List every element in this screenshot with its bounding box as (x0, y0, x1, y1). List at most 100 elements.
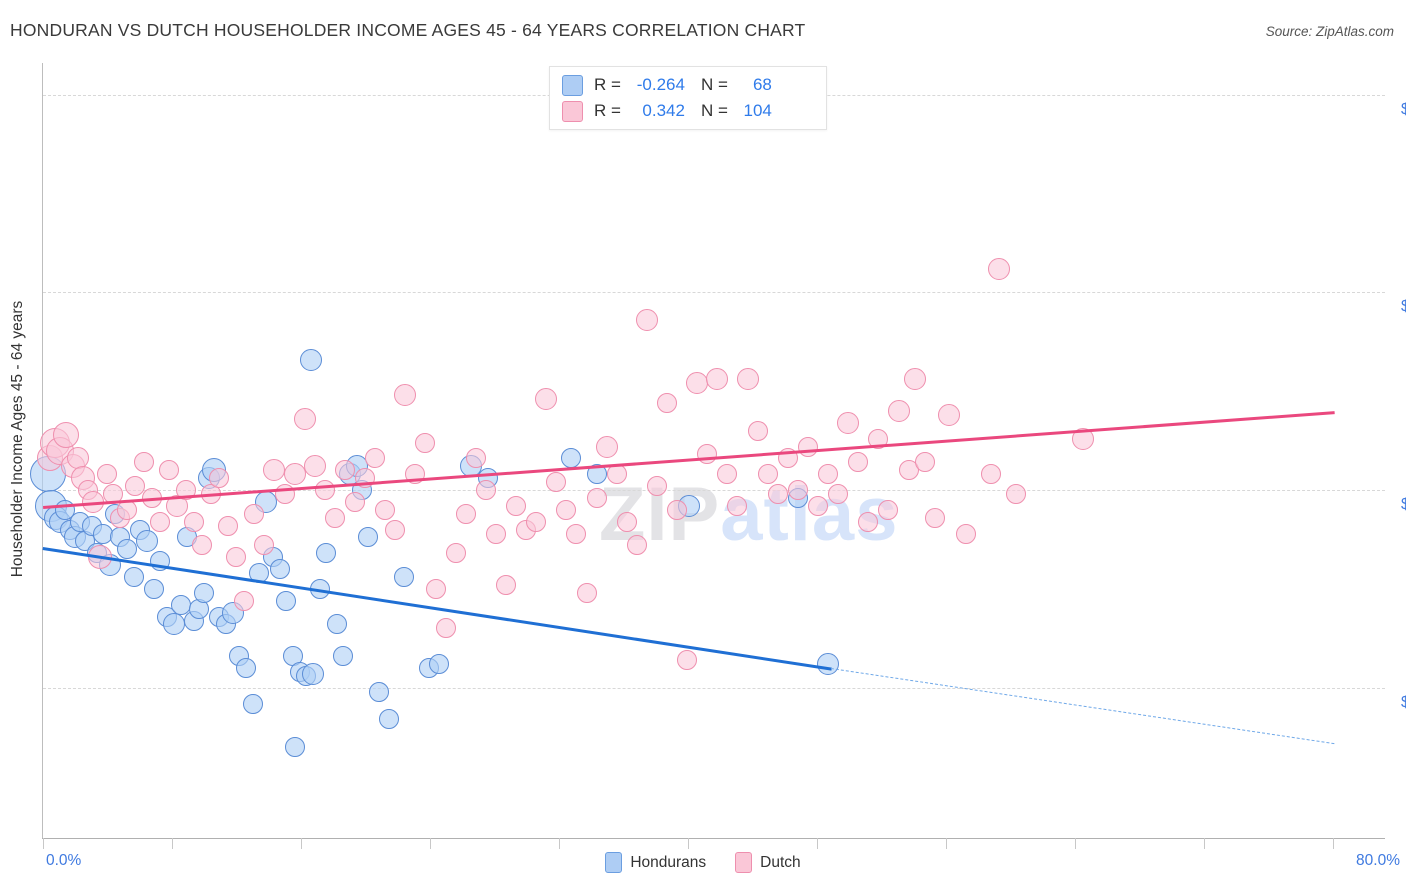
x-axis-tick (817, 838, 819, 849)
data-point-dutch (904, 368, 927, 391)
data-point-hondurans (249, 563, 270, 584)
n-label-hondurans: N = (700, 75, 728, 94)
data-point-dutch (736, 368, 759, 391)
x-axis-min-label: 0.0% (46, 852, 82, 869)
data-point-dutch (485, 523, 506, 544)
x-axis-tick (1075, 838, 1077, 849)
x-axis-tick (1333, 838, 1335, 849)
gridline (43, 687, 1385, 689)
y-axis-tick-label: $150,000 (1401, 298, 1406, 316)
data-point-dutch (667, 499, 688, 520)
data-point-dutch (828, 483, 849, 504)
series-swatch-dutch (735, 852, 753, 873)
data-point-dutch (244, 503, 265, 524)
data-point-dutch (757, 464, 778, 485)
data-point-dutch (697, 444, 718, 465)
data-point-dutch (706, 368, 729, 391)
data-point-dutch (546, 472, 567, 493)
data-point-dutch (82, 490, 105, 513)
data-point-dutch (787, 480, 808, 501)
data-point-hondurans (143, 578, 164, 599)
legend-swatch-dutch (562, 100, 583, 122)
data-point-hondurans (428, 654, 449, 675)
data-point-dutch (868, 428, 889, 449)
n-value-dutch: 104 (743, 101, 772, 120)
data-point-dutch (274, 483, 295, 504)
data-point-hondurans (561, 448, 582, 469)
data-point-hondurans (235, 657, 256, 678)
data-point-hondurans (136, 530, 158, 553)
data-point-dutch (394, 384, 417, 407)
x-axis-tick (43, 838, 44, 849)
y-axis-tick-label: $100,000 (1401, 496, 1406, 514)
legend-swatch-hondurans (562, 74, 583, 96)
data-point-dutch (727, 495, 748, 516)
data-point-dutch (158, 460, 179, 481)
stats-legend-row-dutch: R = 0.342 N = 104 (562, 98, 772, 124)
data-point-hondurans (54, 499, 75, 520)
n-value-hondurans: 68 (752, 75, 772, 94)
data-point-dutch (234, 590, 255, 611)
data-point-dutch (183, 511, 204, 532)
data-point-hondurans (368, 681, 389, 702)
x-axis-line (42, 838, 1385, 839)
data-point-dutch (116, 499, 137, 520)
data-point-hondurans (150, 551, 171, 572)
data-point-dutch (616, 511, 637, 532)
data-point-hondurans (393, 567, 414, 588)
page-title: HONDURAN VS DUTCH HOUSEHOLDER INCOME AGE… (10, 20, 806, 40)
data-point-hondurans (358, 527, 379, 548)
data-point-dutch (848, 452, 869, 473)
data-point-dutch (626, 535, 647, 556)
data-point-dutch (150, 511, 171, 532)
data-point-dutch (283, 463, 306, 486)
r-value-dutch: 0.342 (642, 101, 685, 120)
data-point-dutch (96, 464, 117, 485)
data-point-dutch (192, 535, 213, 556)
data-point-dutch (303, 455, 326, 478)
data-point-dutch (898, 460, 919, 481)
data-point-hondurans (284, 737, 305, 758)
x-axis-tick (946, 838, 948, 849)
data-point-dutch (375, 499, 396, 520)
data-point-dutch (937, 403, 960, 426)
data-point-dutch (88, 545, 113, 570)
data-point-dutch (925, 507, 946, 528)
data-point-dutch (217, 515, 238, 536)
data-point-dutch (334, 460, 355, 481)
data-point-dutch (818, 464, 839, 485)
data-point-dutch (103, 483, 124, 504)
data-point-dutch (314, 480, 335, 501)
stats-legend-row-hondurans: R = -0.264 N = 68 (562, 72, 772, 98)
data-point-dutch (915, 452, 936, 473)
x-axis-tick (1204, 838, 1206, 849)
data-point-hondurans (123, 567, 144, 588)
x-axis-tick (172, 838, 174, 849)
data-point-dutch (576, 582, 597, 603)
data-point-dutch (747, 420, 768, 441)
stats-legend: R = -0.264 N = 68 R = 0.342 N = 104 (549, 66, 827, 130)
data-point-hondurans (316, 543, 337, 564)
series-legend: Hondurans Dutch (0, 852, 1406, 873)
data-point-dutch (405, 464, 426, 485)
data-point-dutch (475, 480, 496, 501)
series-legend-item-hondurans[interactable]: Hondurans (605, 852, 706, 873)
data-point-dutch (293, 407, 316, 430)
plot-area: ZIPatlas $50,000 $100,000 $150,000 $200,000 (30, 63, 1406, 838)
data-point-dutch (535, 388, 558, 411)
data-point-hondurans (309, 578, 330, 599)
data-point-hondurans (276, 590, 297, 611)
x-axis-tick (301, 838, 303, 849)
data-point-dutch (767, 483, 788, 504)
data-point-dutch (955, 523, 976, 544)
x-axis-tick (688, 838, 690, 849)
x-axis-tick (430, 838, 432, 849)
data-point-hondurans (586, 464, 607, 485)
data-point-dutch (526, 511, 547, 532)
data-point-hondurans (242, 693, 263, 714)
data-point-dutch (677, 650, 698, 671)
series-legend-item-dutch[interactable]: Dutch (735, 852, 801, 873)
data-point-dutch (556, 499, 577, 520)
data-point-hondurans (162, 613, 185, 636)
